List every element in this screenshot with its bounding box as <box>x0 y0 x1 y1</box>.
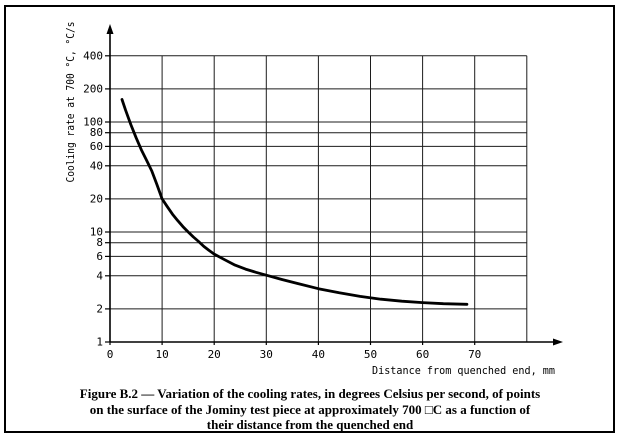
svg-text:60: 60 <box>416 348 429 361</box>
axes <box>105 32 556 345</box>
svg-text:20: 20 <box>90 192 103 205</box>
x-axis-arrowhead <box>553 338 563 346</box>
svg-text:400: 400 <box>83 49 103 62</box>
svg-text:6: 6 <box>96 250 103 263</box>
figure-caption: Figure B.2 — Variation of the cooling ra… <box>12 386 608 433</box>
svg-text:4: 4 <box>96 269 103 282</box>
svg-text:50: 50 <box>364 348 377 361</box>
svg-text:200: 200 <box>83 82 103 95</box>
svg-text:2: 2 <box>96 302 103 315</box>
svg-text:20: 20 <box>208 348 221 361</box>
svg-text:40: 40 <box>312 348 325 361</box>
svg-text:30: 30 <box>260 348 273 361</box>
svg-text:1: 1 <box>96 336 103 349</box>
svg-text:100: 100 <box>83 116 103 129</box>
x-axis-title: Distance from quenched end, mm <box>372 364 555 377</box>
svg-text:70: 70 <box>468 348 481 361</box>
figure-caption-line-3: their distance from the quenched end <box>206 417 414 432</box>
figure-caption-line-1: Figure B.2 — Variation of the cooling ra… <box>79 386 541 401</box>
svg-text:10: 10 <box>90 226 103 239</box>
y-axis-title: Cooling rate at 700 °C, °C/s <box>64 22 77 183</box>
svg-text:0: 0 <box>107 348 114 361</box>
figure-border-frame <box>4 5 615 433</box>
y-axis-arrowhead <box>106 24 114 34</box>
svg-text:80: 80 <box>90 126 103 139</box>
svg-text:60: 60 <box>90 140 103 153</box>
grid-lines <box>109 55 528 343</box>
svg-text:8: 8 <box>96 236 103 249</box>
x-tick-labels: 0 10 20 30 40 50 60 70 <box>107 348 482 361</box>
svg-text:40: 40 <box>90 159 103 172</box>
svg-text:10: 10 <box>155 348 168 361</box>
figure-caption-line-2: on the surface of the Jominy test piece … <box>89 401 531 417</box>
cooling-rate-curve <box>120 98 469 306</box>
